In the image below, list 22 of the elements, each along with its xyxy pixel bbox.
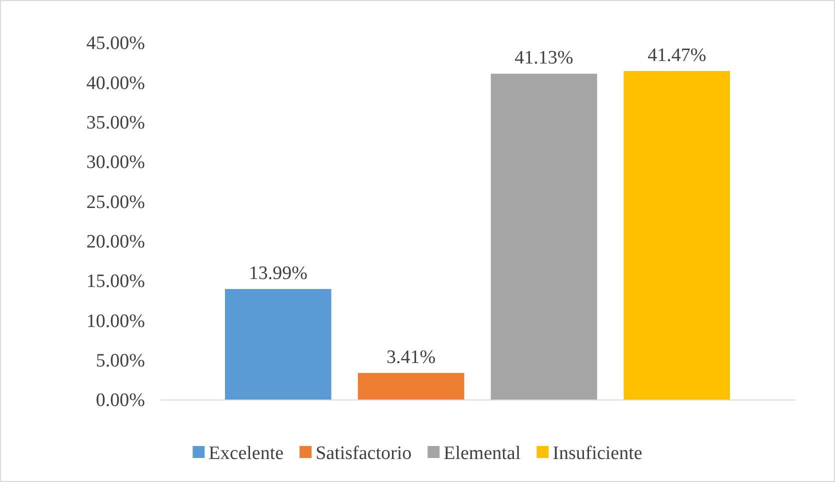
y-tick-label: 45.00% [86,33,146,54]
data-label: 3.41% [386,346,436,368]
data-label: 41.47% [648,45,706,66]
bar [224,289,332,400]
bar [490,74,598,400]
bar [358,372,464,400]
y-tick-label: 30.00% [86,152,146,174]
data-label: 41.13% [514,48,574,69]
data-label: 13.99% [248,263,308,284]
y-tick-label: 35.00% [86,112,146,134]
bar [624,71,730,400]
y-tick-label: 0.00% [96,390,146,412]
legend-label: Excelente [208,443,284,464]
y-tick-label: 10.00% [86,310,146,332]
legend-label: Insuficiente [552,443,642,464]
y-tick-label: 15.00% [86,271,146,292]
legend-label: Elemental [444,443,521,464]
y-tick-label: 40.00% [86,72,146,94]
y-tick-label: 20.00% [86,231,146,252]
legend-label: Satisfactorio [316,443,412,464]
y-tick-label: 5.00% [96,350,146,372]
y-tick-label: 25.00% [86,192,146,213]
